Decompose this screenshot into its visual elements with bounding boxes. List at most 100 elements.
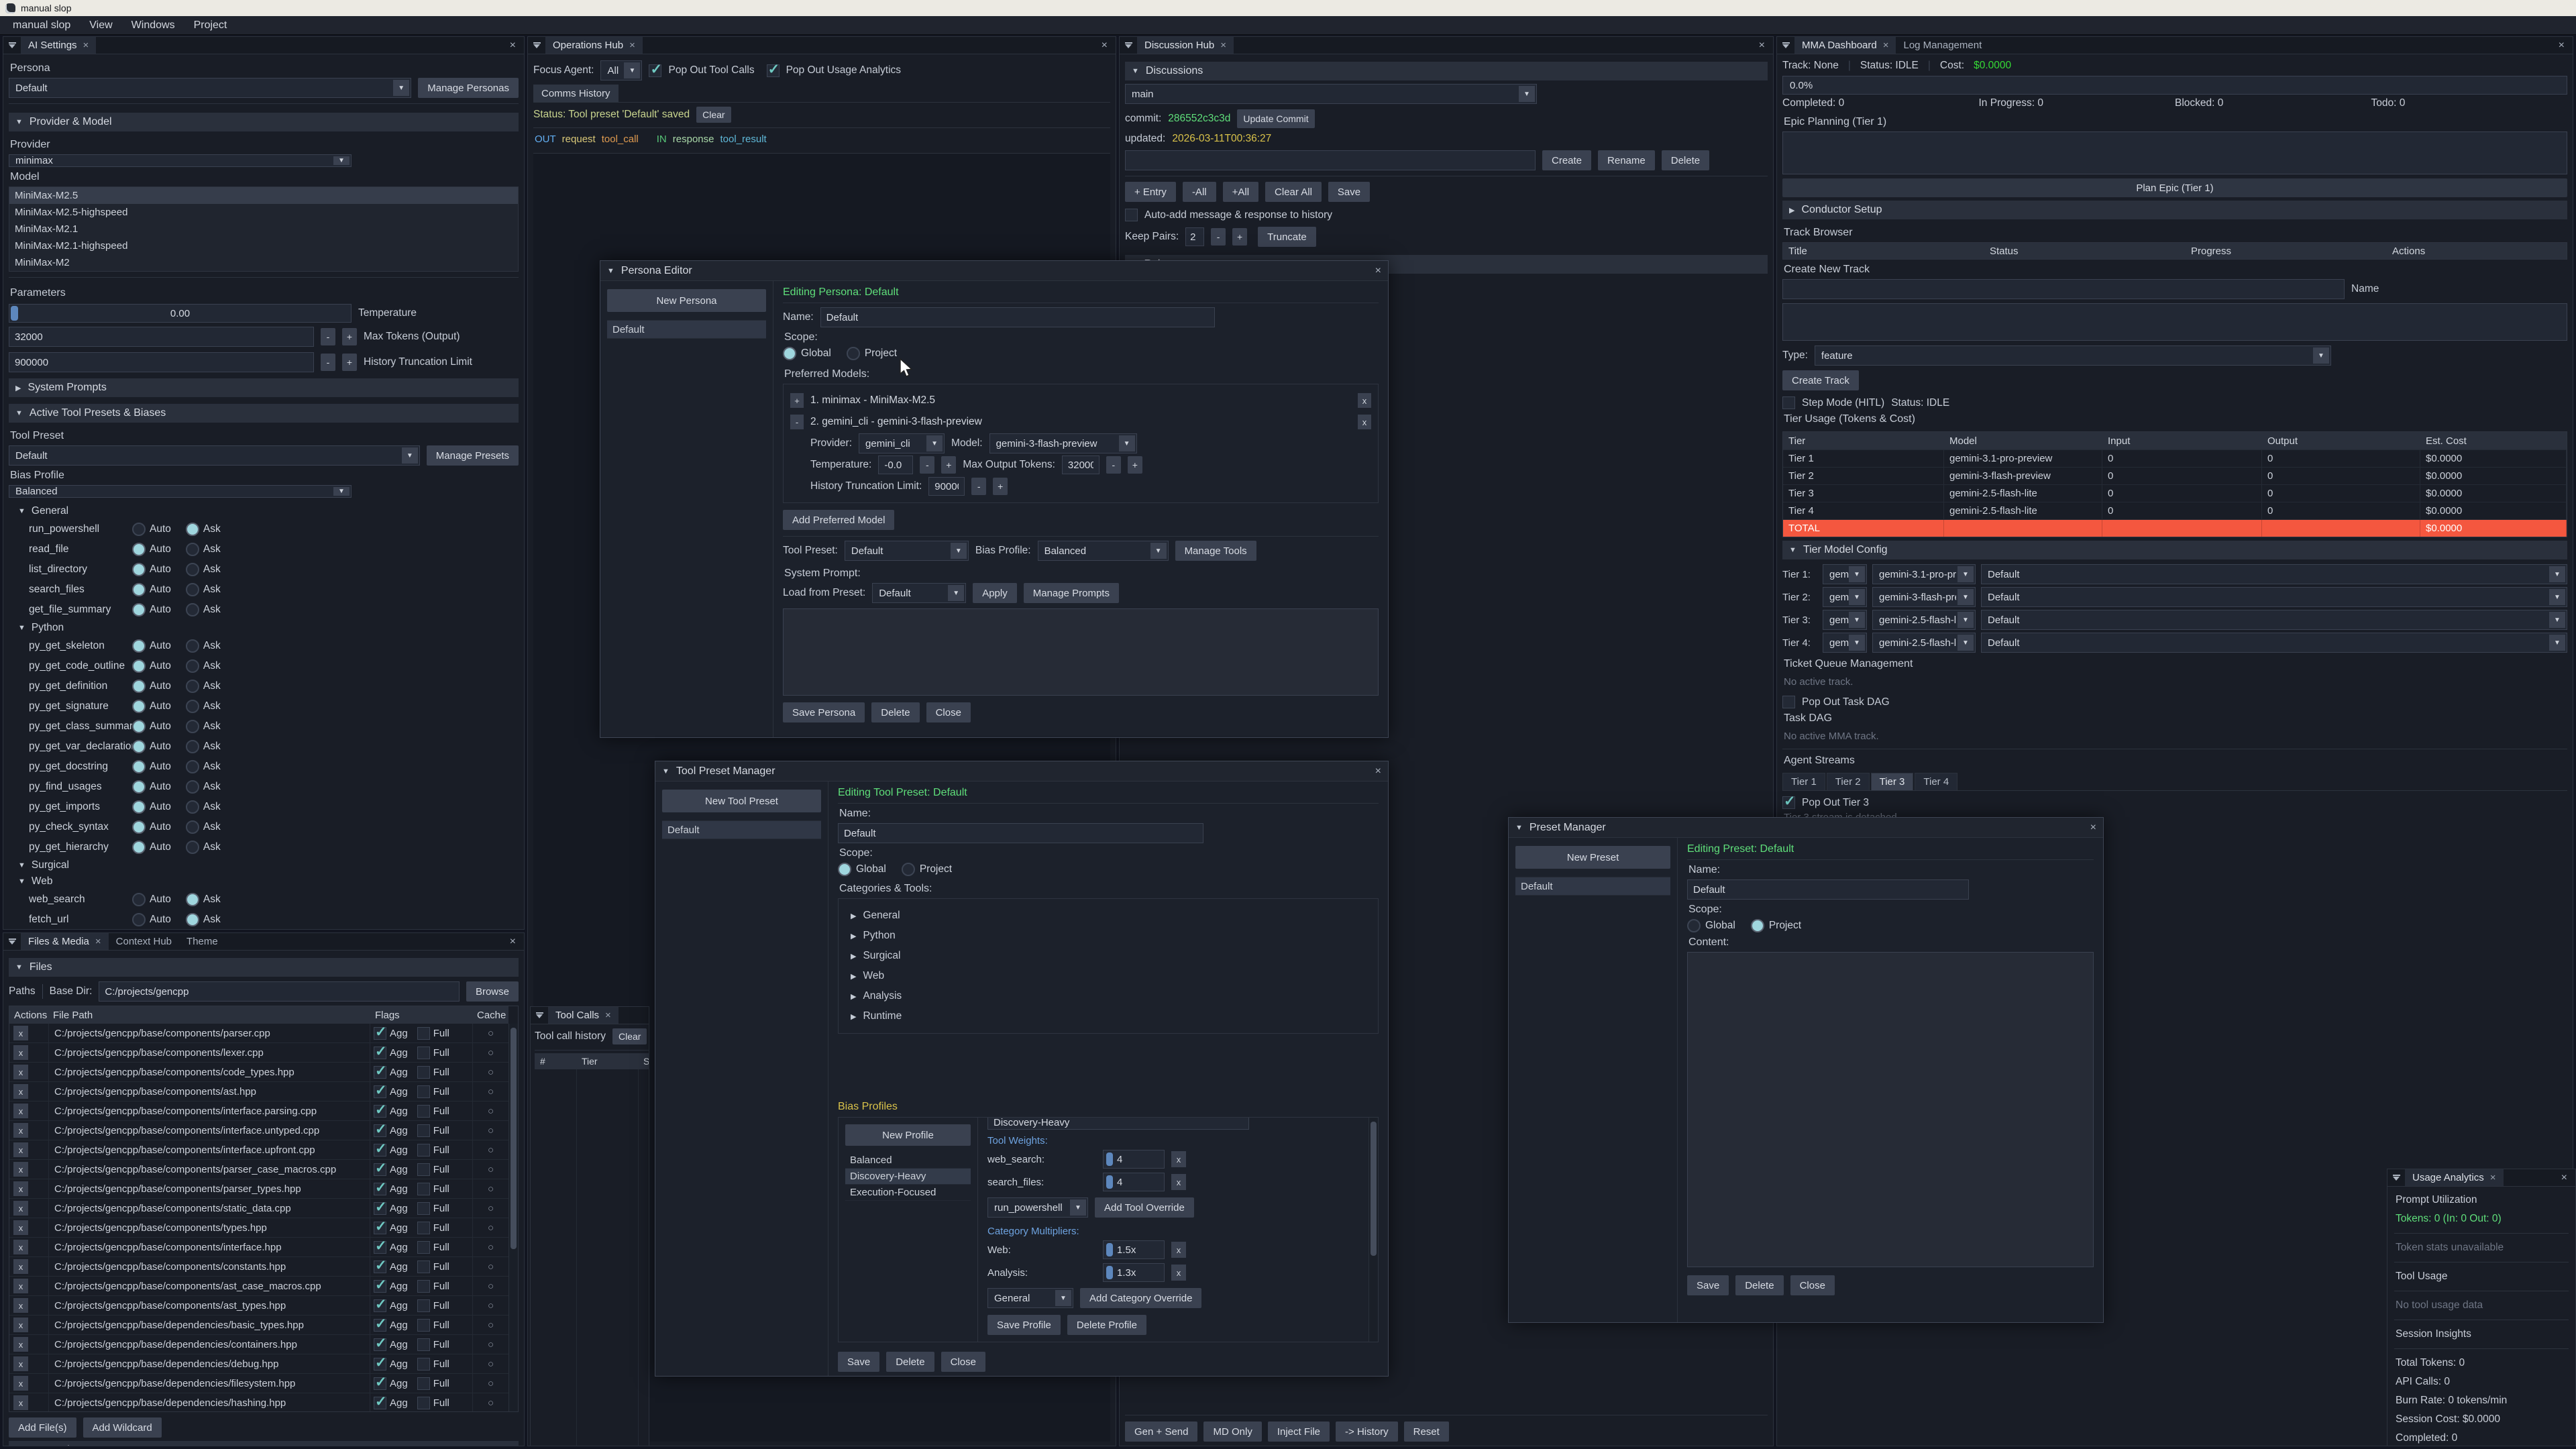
full-checkbox[interactable]	[417, 1163, 430, 1176]
delete-persona-button[interactable]: Delete	[871, 702, 920, 722]
tool-tree-row[interactable]: ▼ py_get_definition Auto Ask	[9, 676, 519, 696]
scrollbar[interactable]	[508, 1024, 518, 1411]
close-window-icon[interactable]: ×	[1375, 765, 1381, 777]
auto-radio[interactable]	[132, 680, 146, 693]
ask-radio[interactable]	[185, 800, 199, 814]
agg-checkbox[interactable]	[374, 1218, 387, 1235]
close-panel-icon[interactable]: ×	[1758, 39, 1765, 51]
auto-radio[interactable]	[132, 913, 146, 926]
tab-ai-settings[interactable]: AI Settings ×	[21, 37, 97, 54]
auto-radio[interactable]	[132, 639, 146, 653]
remove-file-button[interactable]: x	[13, 1123, 28, 1138]
bias-profile-item[interactable]: Discovery-Heavy	[845, 1169, 971, 1185]
increment-button[interactable]: +	[941, 456, 957, 474]
tool-tree-row[interactable]: ▼ py_get_signature Auto Ask	[9, 696, 519, 716]
remove-file-button[interactable]: x	[13, 1240, 28, 1254]
tab-context-hub[interactable]: Context Hub	[115, 936, 172, 947]
auto-radio[interactable]	[132, 841, 146, 854]
full-checkbox[interactable]	[417, 1357, 430, 1371]
remove-model-button[interactable]: x	[1358, 415, 1371, 429]
full-checkbox[interactable]	[417, 1104, 430, 1118]
tier-provider-select[interactable]: gemini▼	[1823, 564, 1867, 584]
persona-tool-preset-select[interactable]: Default ▼	[844, 541, 969, 561]
agg-checkbox[interactable]	[374, 1354, 387, 1371]
tool-tree-row[interactable]: ▼ py_get_imports Auto Ask	[9, 797, 519, 817]
persona-name-input[interactable]	[820, 307, 1215, 327]
tool-tree-row[interactable]: ▼ web_search Auto Ask	[9, 890, 519, 910]
pref-model-select[interactable]: gemini-3-flash-preview ▼	[989, 433, 1137, 453]
tool-tree-row[interactable]: ▼ py_get_var_declaration Auto Ask	[9, 737, 519, 757]
ask-radio[interactable]	[185, 913, 199, 926]
remove-file-button[interactable]: x	[13, 1084, 28, 1099]
full-checkbox[interactable]	[417, 1240, 430, 1254]
increment-button[interactable]: +	[1232, 228, 1248, 246]
tier-model-select[interactable]: gemini-3-flash-preview▼	[1872, 587, 1976, 607]
bottom-bar-button[interactable]: Reset	[1403, 1421, 1449, 1442]
auto-radio[interactable]	[132, 720, 146, 733]
truncate-button[interactable]: Truncate	[1258, 227, 1316, 247]
reorder-button[interactable]: +	[790, 393, 804, 408]
auto-radio[interactable]	[132, 563, 146, 576]
close-panel-icon[interactable]: ×	[2558, 39, 2565, 51]
preset-manager-titlebar[interactable]: ▼ Preset Manager ×	[1509, 818, 2103, 838]
menu-item[interactable]: Project	[193, 19, 227, 31]
full-checkbox[interactable]	[417, 1026, 430, 1040]
close-persona-button[interactable]: Close	[926, 702, 971, 722]
tool-tree-row[interactable]: ▼ read_file Auto Ask	[9, 539, 519, 559]
tier-preset-select[interactable]: Default ▼	[1981, 610, 2567, 630]
close-panel-icon[interactable]: ×	[2561, 1171, 2567, 1183]
delete-profile-button[interactable]: Delete Profile	[1067, 1315, 1146, 1335]
agg-checkbox[interactable]	[374, 1063, 387, 1079]
auto-radio[interactable]	[132, 740, 146, 753]
ask-radio[interactable]	[185, 639, 199, 653]
keep-pairs-input[interactable]	[1185, 227, 1205, 246]
category-row[interactable]: ▶ Analysis	[847, 986, 1370, 1006]
agg-checkbox[interactable]	[374, 1296, 387, 1313]
agg-checkbox[interactable]	[374, 1024, 387, 1040]
section-system-prompts[interactable]: ▶ System Prompts	[9, 378, 519, 397]
tool-override-select[interactable]: run_powershell ▼	[987, 1197, 1088, 1218]
new-tool-preset-button[interactable]: New Tool Preset	[662, 790, 821, 812]
delete-discussion-button[interactable]: Delete	[1661, 150, 1710, 170]
track-type-select[interactable]: feature ▼	[1814, 345, 2331, 366]
remove-file-button[interactable]: x	[13, 1356, 28, 1371]
scope-global-radio[interactable]	[783, 347, 796, 360]
manage-presets-button[interactable]: Manage Presets	[426, 445, 519, 466]
agg-checkbox[interactable]	[374, 1199, 387, 1216]
remove-file-button[interactable]: x	[13, 1201, 28, 1216]
auto-radio[interactable]	[132, 780, 146, 794]
dock-menu-icon[interactable]	[3, 933, 21, 950]
tool-tree-row[interactable]: ▼ run_powershell Auto Ask	[9, 519, 519, 539]
clear-tool-calls-button[interactable]: Clear	[612, 1028, 647, 1044]
full-checkbox[interactable]	[417, 1201, 430, 1215]
close-tab-icon[interactable]: ×	[1220, 40, 1226, 51]
pop-out-task-dag-checkbox[interactable]	[1782, 696, 1795, 708]
agg-checkbox[interactable]	[374, 1043, 387, 1060]
decrement-button[interactable]: -	[321, 328, 335, 345]
close-tool-preset-button[interactable]: Close	[941, 1352, 985, 1372]
ask-radio[interactable]	[185, 780, 199, 794]
full-checkbox[interactable]	[417, 1143, 430, 1157]
category-row[interactable]: ▶ Runtime	[847, 1006, 1370, 1026]
pref-history-input[interactable]	[928, 477, 965, 496]
discussion-name-input[interactable]	[1125, 150, 1536, 170]
save-persona-button[interactable]: Save Persona	[783, 702, 865, 722]
model-option[interactable]: MiniMax-M2.5-highspeed	[15, 207, 128, 218]
slider-thumb[interactable]	[11, 306, 18, 321]
auto-radio[interactable]	[132, 800, 146, 814]
remove-file-button[interactable]: x	[13, 1065, 28, 1079]
manage-prompts-button[interactable]: Manage Prompts	[1023, 583, 1119, 603]
full-checkbox[interactable]	[417, 1260, 430, 1273]
tier-provider-select[interactable]: gemini▼	[1823, 610, 1867, 630]
tier-model-select[interactable]: gemini-2.5-flash-lite▼	[1872, 633, 1976, 653]
tool-tree-row[interactable]: ▼ Surgical Auto Ask	[9, 857, 519, 873]
track-name-input[interactable]	[1782, 279, 2345, 299]
ask-radio[interactable]	[185, 583, 199, 596]
step-mode-checkbox[interactable]	[1782, 396, 1795, 409]
tool-tree-row[interactable]: ▼ Web Auto Ask	[9, 873, 519, 890]
stream-tab[interactable]: Tier 3	[1870, 773, 1914, 790]
close-tab-icon[interactable]: ×	[95, 936, 101, 947]
tool-tree-row[interactable]: ▼ py_get_code_outline Auto Ask	[9, 656, 519, 676]
dock-menu-icon[interactable]	[1120, 37, 1137, 54]
ask-radio[interactable]	[185, 820, 199, 834]
